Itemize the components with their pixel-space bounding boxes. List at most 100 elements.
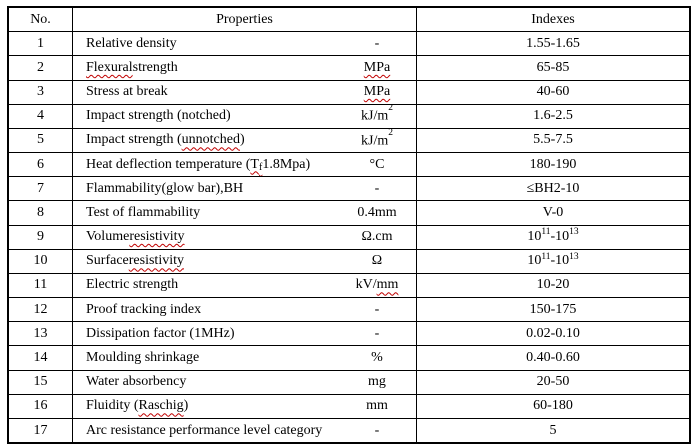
unit-cell: mg	[340, 375, 414, 389]
unit-cell: Ω.cm	[340, 230, 414, 244]
unit-cell: kJ/m2	[340, 105, 414, 125]
table-row: 8 Test of flammability 0.4mm V-0	[9, 200, 689, 225]
spellcheck-flagged-text: Raschig	[138, 398, 184, 414]
text-segment: Electric strength	[86, 277, 179, 293]
text-segment: -	[374, 301, 380, 317]
text-segment: ≤BH2-10	[526, 180, 580, 196]
spellcheck-flagged-text: Flexural	[86, 59, 133, 75]
text-segment: 5	[549, 422, 557, 438]
text-segment: kV/	[355, 277, 377, 293]
index-cell: 10 11 -10 13	[417, 250, 689, 273]
text-segment: 2	[388, 128, 393, 138]
text-segment: 60-180	[533, 398, 573, 414]
text-segment: 1.55-1.65	[526, 35, 580, 51]
index-cell: ≤BH2-10	[417, 177, 689, 200]
spellcheck-flagged-text: resistivity	[128, 253, 184, 269]
text-segment: kJ/m	[361, 109, 389, 125]
spellcheck-flagged-text: T	[250, 156, 259, 172]
text-segment: Ω	[371, 253, 383, 269]
property-cell: Relative density -	[73, 32, 417, 56]
text-segment: 0.4mm	[357, 204, 397, 220]
text-segment: Arc resistance performance level categor…	[86, 422, 323, 438]
index-cell: 180-190	[417, 153, 689, 176]
index-cell: 5.5-7.5	[417, 129, 689, 152]
no-cell: 15	[9, 370, 73, 394]
table-row: 1 Relative density - 1.55-1.65	[9, 31, 689, 56]
text-segment: Ω.cm	[361, 229, 393, 245]
text-segment: 13	[569, 227, 579, 238]
unit-cell: -	[340, 180, 414, 196]
text-segment: Flammability(glow bar),BH	[86, 180, 244, 196]
text-segment: Volume	[86, 229, 130, 245]
property-cell: Proof tracking index -	[73, 298, 417, 322]
text-segment: 11	[541, 251, 551, 262]
text-segment: V-0	[542, 204, 564, 220]
table-row: 13 Dissipation factor (1MHz) - 0.02-0.10	[9, 321, 689, 346]
text-segment: mm	[366, 398, 388, 414]
table-row: 10 Surface resistivity Ω 10 11 -10 13	[9, 248, 689, 273]
text-segment: %	[371, 349, 383, 365]
text-segment: -	[374, 180, 380, 196]
unit-cell: °C	[340, 157, 414, 172]
property-cell: Impact strength (unnotched) kJ/m2	[73, 128, 417, 153]
properties-table: No. Properties Indexes 1 Relative density…	[7, 6, 691, 444]
index-cell: 20-50	[417, 371, 689, 394]
text-segment: kJ/m	[361, 133, 389, 149]
text-segment: -	[374, 35, 380, 51]
no-cell: 17	[9, 418, 73, 443]
text-segment: 1.6-2.5	[533, 108, 573, 124]
spellcheck-flagged-text: MPa	[363, 59, 391, 75]
column-header-indexes: Indexes	[531, 11, 575, 27]
text-segment: 13	[569, 251, 579, 262]
text-segment: 1.8Mpa)	[262, 156, 311, 172]
table-row: 2 Flexural strength MPa 65-85	[9, 55, 689, 80]
table-row: 17 Arc resistance performance level categ…	[9, 417, 689, 443]
property-cell: Surface resistivity Ω	[73, 249, 417, 273]
table-row: 7 Flammability(glow bar),BH - ≤BH2-10	[9, 176, 689, 201]
no-cell: 14	[9, 346, 73, 370]
index-cell: 150-175	[417, 298, 689, 321]
property-cell: Dissipation factor (1MHz) -	[73, 322, 417, 346]
unit-cell: -	[340, 326, 414, 341]
unit-cell: MPa	[340, 85, 414, 99]
no-cell: 13	[9, 322, 73, 346]
no-cell: 1	[9, 32, 73, 56]
no-cell: 12	[9, 298, 73, 322]
property-cell: Flexural strength MPa	[73, 56, 417, 80]
index-cell: 10 11 -10 13	[417, 226, 689, 249]
no-cell: 8	[9, 201, 73, 225]
text-segment: Fluidity (	[86, 398, 139, 414]
unit-cell: Ω	[340, 254, 414, 268]
text-segment: Moulding shrinkage	[86, 349, 200, 365]
no-cell: 6	[9, 153, 73, 177]
property-cell: Water absorbency mg	[73, 370, 417, 394]
text-segment: Proof tracking index	[86, 301, 202, 317]
index-cell: 1.6-2.5	[417, 105, 689, 128]
index-cell: 40-60	[417, 81, 689, 104]
table-row: 3 Stress at break MPa 40-60	[9, 79, 689, 104]
table-row: 14 Moulding shrinkage% 0.40-0.60	[9, 345, 689, 370]
table-row: 5 Impact strength (unnotched) kJ/m2 5.5-7.5	[9, 127, 689, 153]
table-row: 9 Volume resistivity Ω.cm 10 11 -10 13	[9, 224, 689, 249]
text-segment: 150-175	[529, 301, 577, 317]
text-segment: -	[374, 422, 380, 438]
text-segment: 20-50	[536, 374, 570, 390]
property-cell: Electric strength kV/mm	[73, 273, 417, 298]
text-segment: )	[239, 132, 245, 148]
index-cell: V-0	[417, 201, 689, 224]
no-cell: 11	[9, 273, 73, 298]
text-segment: Impact strength (notched)	[86, 108, 231, 124]
property-cell: Flammability(glow bar),BH -	[73, 177, 417, 201]
no-cell: 3	[9, 80, 73, 104]
property-cell: Impact strength (notched) kJ/m2	[73, 104, 417, 128]
no-cell: 7	[9, 177, 73, 201]
text-segment: Stress at break	[86, 84, 168, 100]
table-row: 15 Water absorbency mg 20-50	[9, 369, 689, 394]
unit-cell: -	[340, 422, 414, 438]
text-segment: Relative density	[86, 35, 177, 51]
index-cell: 0.40-0.60	[417, 346, 689, 369]
text-segment: 0.02-0.10	[526, 325, 580, 341]
unit-cell: %	[340, 349, 414, 365]
table-row: 4 Impact strength (notched) kJ/m2 1.6-2.5	[9, 103, 689, 128]
